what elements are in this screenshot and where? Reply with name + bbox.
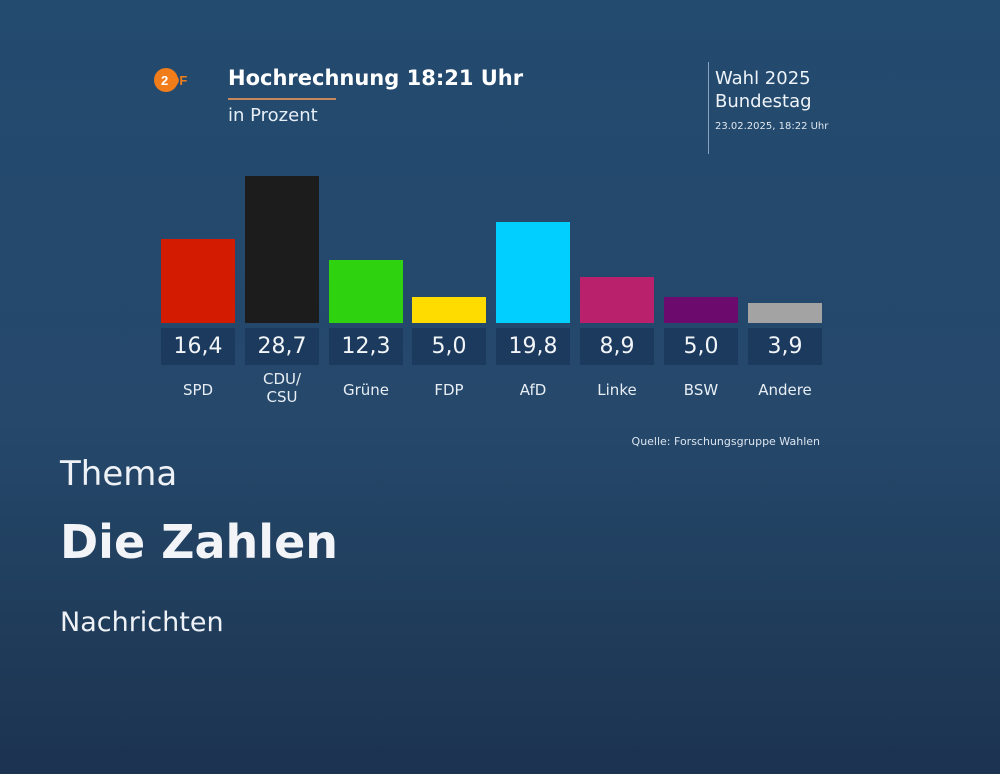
party-label: Grüne (342, 381, 390, 399)
bar-4 (496, 221, 570, 323)
bar-3 (412, 297, 486, 323)
bar-0 (161, 239, 235, 323)
page-heading: Die Zahlen (60, 515, 339, 569)
bar-7 (748, 303, 822, 323)
bar-2 (329, 260, 403, 323)
bar-6 (664, 297, 738, 323)
source-note: Quelle: Forschungsgruppe Wahlen (631, 435, 820, 448)
title-underline (228, 98, 336, 100)
party-label: BSW (683, 381, 719, 399)
bar-1 (245, 176, 319, 323)
svg-text:DF: DF (170, 73, 187, 88)
svg-text:2: 2 (161, 73, 168, 88)
election-year: Wahl 2025 (715, 68, 811, 89)
value-label: 3,9 (748, 328, 822, 365)
value-label: 28,7 (245, 328, 319, 365)
value-label: 5,0 (664, 328, 738, 365)
zdf-logo: 2 DF (154, 68, 187, 92)
party-label: Andere (758, 381, 812, 399)
value-label: 19,8 (496, 328, 570, 365)
divider (708, 62, 709, 154)
party-label: Linke (597, 381, 637, 399)
chart-title: Hochrechnung 18:21 Uhr (228, 66, 524, 90)
party-label: CDU/ CSU (262, 370, 302, 406)
section-label: Thema (60, 454, 178, 494)
timestamp: 23.02.2025, 18:22 Uhr (715, 121, 829, 132)
chart-subtitle: in Prozent (228, 105, 318, 126)
bar-5 (580, 277, 654, 323)
value-label: 5,0 (412, 328, 486, 365)
party-label: SPD (182, 381, 214, 399)
election-info: Wahl 2025 Bundestag (715, 67, 812, 113)
election-type: Bundestag (715, 91, 812, 112)
party-label: AfD (519, 381, 547, 399)
category-label[interactable]: Nachrichten (60, 607, 224, 638)
party-label: FDP (434, 381, 464, 399)
value-label: 12,3 (329, 328, 403, 365)
value-label: 8,9 (580, 328, 654, 365)
value-label: 16,4 (161, 328, 235, 365)
